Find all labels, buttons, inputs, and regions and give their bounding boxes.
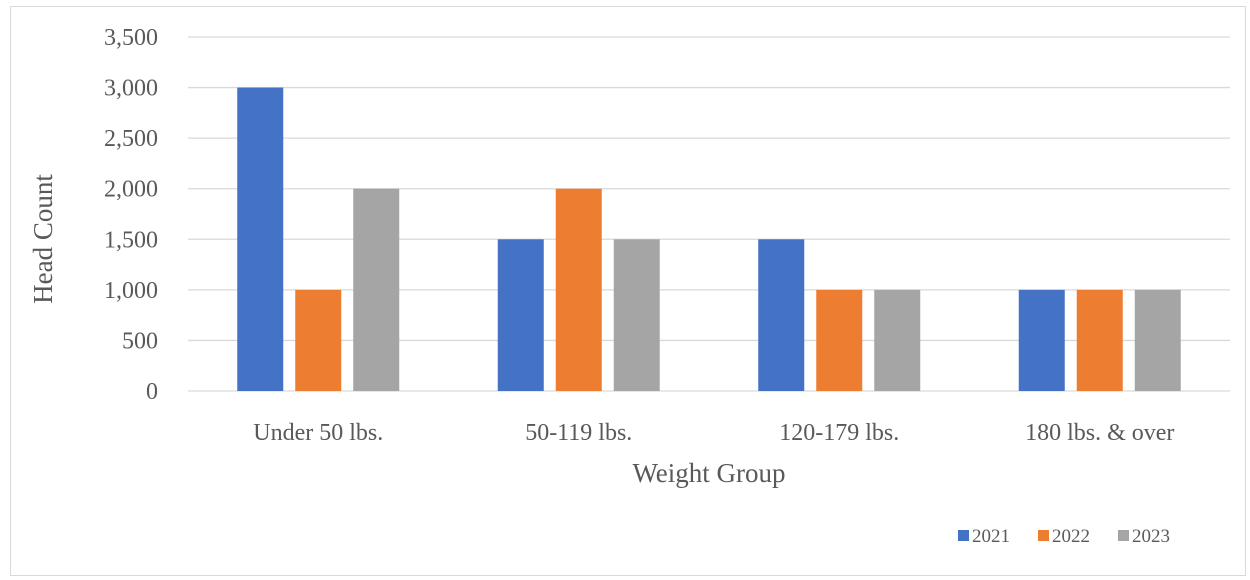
legend: 2021 2022 2023: [958, 526, 1170, 547]
bar-2022-1: [555, 188, 602, 391]
bar-2022-3: [1076, 289, 1123, 391]
x-tick-label: 180 lbs. & over: [1025, 420, 1174, 446]
gridlines: [188, 36, 1230, 392]
bar-2023-0: [353, 188, 400, 391]
bar-2023-3: [1134, 289, 1181, 391]
legend-swatch: [1038, 530, 1049, 541]
y-tick-label: 3,500: [104, 25, 158, 51]
y-axis-ticks: 0 500 1,000 1,500 2,000 2,500 3,000 3,500: [104, 25, 158, 405]
bar-2021-0: [237, 87, 284, 392]
bar-2022-2: [816, 289, 863, 391]
bar-2022-0: [295, 289, 342, 391]
x-tick-label: Under 50 lbs.: [253, 420, 383, 446]
y-tick-label: 3,000: [104, 76, 158, 102]
x-tick-label: 50-119 lbs.: [525, 420, 632, 446]
bar-2023-2: [874, 289, 921, 391]
y-axis-title: Head Count: [28, 174, 58, 304]
bar-2021-1: [497, 239, 544, 391]
y-tick-label: 2,500: [104, 126, 158, 152]
x-axis-ticks: Under 50 lbs. 50-119 lbs. 120-179 lbs. 180 …: [253, 420, 1174, 446]
bars: [237, 87, 1181, 392]
legend-label: 2021: [972, 526, 1010, 547]
legend-swatch: [958, 530, 969, 541]
bar-2021-2: [758, 239, 805, 391]
legend-label: 2022: [1052, 526, 1090, 547]
x-axis-title: Weight Group: [632, 458, 785, 488]
y-tick-label: 0: [146, 379, 158, 405]
bar-2023-1: [613, 239, 660, 391]
legend-swatch: [1118, 530, 1129, 541]
y-tick-label: 1,000: [104, 278, 158, 304]
y-tick-label: 1,500: [104, 227, 158, 253]
x-tick-label: 120-179 lbs.: [779, 420, 899, 446]
bar-2021-3: [1018, 289, 1065, 391]
y-tick-label: 2,000: [104, 177, 158, 203]
y-tick-label: 500: [122, 328, 158, 354]
legend-label: 2023: [1132, 526, 1170, 547]
